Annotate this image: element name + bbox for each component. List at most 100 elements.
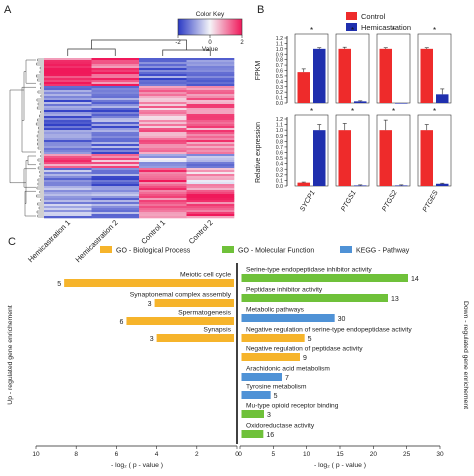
heatmap-cell bbox=[44, 124, 92, 127]
heatmap-cell bbox=[139, 196, 187, 199]
heatmap-cell bbox=[44, 96, 92, 99]
heatmap-cell bbox=[139, 134, 187, 137]
heatmap-cell bbox=[91, 144, 140, 147]
heatmap-cell bbox=[44, 198, 92, 201]
heatmap-cell bbox=[186, 212, 235, 215]
y-tick-label: 0.2 bbox=[276, 173, 283, 179]
heatmap-cell bbox=[186, 66, 235, 69]
down-x-axis-label: - log₂ ( p - value ) bbox=[314, 462, 366, 469]
heatmap-cell bbox=[186, 72, 235, 75]
heatmap-cell bbox=[44, 214, 92, 217]
heatmap-cell bbox=[44, 142, 92, 145]
heatmap-cell bbox=[186, 166, 235, 169]
heatmap-cell bbox=[44, 212, 92, 215]
up-regulated-enrichment-chart: 10 8 6 4 2 0 - log₂ ( p - value ) Up - regulate… bbox=[7, 272, 239, 470]
heatmap-cell bbox=[186, 178, 235, 181]
down-term-label: Peptidase inhibitor activity bbox=[246, 287, 323, 294]
heatmap-cell bbox=[44, 148, 92, 151]
heatmap-cell bbox=[44, 114, 92, 117]
down-y-axis-label: Down - regulated gene enrichement bbox=[462, 301, 469, 409]
up-gene-count: 5 bbox=[57, 281, 61, 288]
heatmap-cell bbox=[139, 186, 187, 189]
heatmap-cell bbox=[44, 168, 92, 171]
group-frame bbox=[335, 114, 370, 187]
heatmap-cell bbox=[91, 186, 140, 189]
heatmap-cell bbox=[186, 158, 235, 161]
heatmap-cell bbox=[186, 164, 235, 167]
heatmap-cell bbox=[44, 196, 92, 199]
heatmap-cell bbox=[44, 76, 92, 79]
heatmap-cell bbox=[44, 138, 92, 141]
heatmap-cell bbox=[91, 140, 140, 143]
expression-panel: Control Hemicastration 0.00.10.20.30.40.… bbox=[255, 12, 452, 214]
heatmap-cell bbox=[44, 104, 92, 107]
heatmap-cell bbox=[186, 154, 235, 157]
heatmap-cell bbox=[44, 90, 92, 93]
bar bbox=[395, 103, 408, 104]
y-axis-label: FPKM bbox=[255, 61, 262, 81]
down-bar bbox=[241, 274, 408, 282]
heatmap-cell bbox=[186, 132, 235, 135]
heatmap-cell bbox=[186, 174, 235, 177]
heatmap-cell bbox=[139, 150, 187, 153]
down-x-tick-label: 5 bbox=[272, 451, 276, 458]
heatmap-cell bbox=[44, 178, 92, 181]
heatmap-cell bbox=[44, 86, 92, 89]
row-dendrogram-branches bbox=[9, 58, 44, 218]
group-frame bbox=[376, 33, 411, 104]
y-tick-label: 0.9 bbox=[276, 52, 283, 58]
heatmap-cell bbox=[44, 174, 92, 177]
heatmap-cell bbox=[91, 82, 140, 85]
heatmap-cell bbox=[139, 126, 187, 129]
heatmap-cell bbox=[44, 120, 92, 123]
heatmap-cell bbox=[44, 132, 92, 135]
color-key-title: Color Key bbox=[196, 11, 225, 18]
y-tick-label: 0.5 bbox=[276, 156, 283, 162]
heatmap-cell bbox=[91, 164, 140, 167]
column-dendrogram-branches bbox=[67, 39, 211, 56]
heatmap-cell bbox=[91, 174, 140, 177]
heatmap-cell bbox=[44, 216, 92, 219]
heatmap-cell bbox=[44, 176, 92, 179]
heatmap-cell bbox=[186, 162, 235, 165]
heatmap-cell bbox=[44, 150, 92, 153]
heatmap-cell bbox=[91, 158, 140, 161]
heatmap-cell bbox=[139, 68, 187, 71]
heatmap-cell bbox=[91, 106, 140, 109]
heatmap-cell bbox=[91, 160, 140, 163]
color-key-label: Value bbox=[202, 46, 219, 53]
heatmap-cell bbox=[44, 60, 92, 63]
heatmap-cell bbox=[186, 186, 235, 189]
heatmap-cell bbox=[91, 124, 140, 127]
heatmap-cell bbox=[139, 70, 187, 73]
enrichment-panel: GO - Biological Process GO - Molecular Fu… bbox=[7, 246, 469, 469]
down-bar bbox=[241, 373, 282, 381]
row-dendrogram bbox=[9, 58, 44, 218]
heatmap-cell bbox=[186, 134, 235, 137]
heatmap-cell bbox=[139, 188, 187, 191]
y-tick-label: 0.4 bbox=[276, 79, 283, 85]
heatmap-cell bbox=[186, 98, 235, 101]
heatmap-cell bbox=[44, 208, 92, 211]
heatmap-cell bbox=[44, 134, 92, 137]
y-tick-label: 0.6 bbox=[276, 151, 283, 157]
heatmap-cell bbox=[186, 172, 235, 175]
heatmap-cell bbox=[44, 70, 92, 73]
heatmap-cell bbox=[91, 96, 140, 99]
heatmap-cell bbox=[139, 192, 187, 195]
heatmap-cell bbox=[44, 162, 92, 165]
bar bbox=[338, 130, 351, 186]
heatmap-cell bbox=[44, 170, 92, 173]
heatmap-cell bbox=[186, 142, 235, 145]
heatmap-cell bbox=[186, 104, 235, 107]
heatmap-cell bbox=[139, 120, 187, 123]
up-x-tick-label: 8 bbox=[74, 451, 78, 458]
heatmap-cell bbox=[91, 182, 140, 185]
heatmap-cell bbox=[44, 108, 92, 111]
heatmap-cell bbox=[44, 164, 92, 167]
heatmap-cell bbox=[186, 208, 235, 211]
heatmap-cell bbox=[91, 98, 140, 101]
heatmap-cell bbox=[91, 210, 140, 213]
up-x-tick-label: 2 bbox=[195, 451, 199, 458]
